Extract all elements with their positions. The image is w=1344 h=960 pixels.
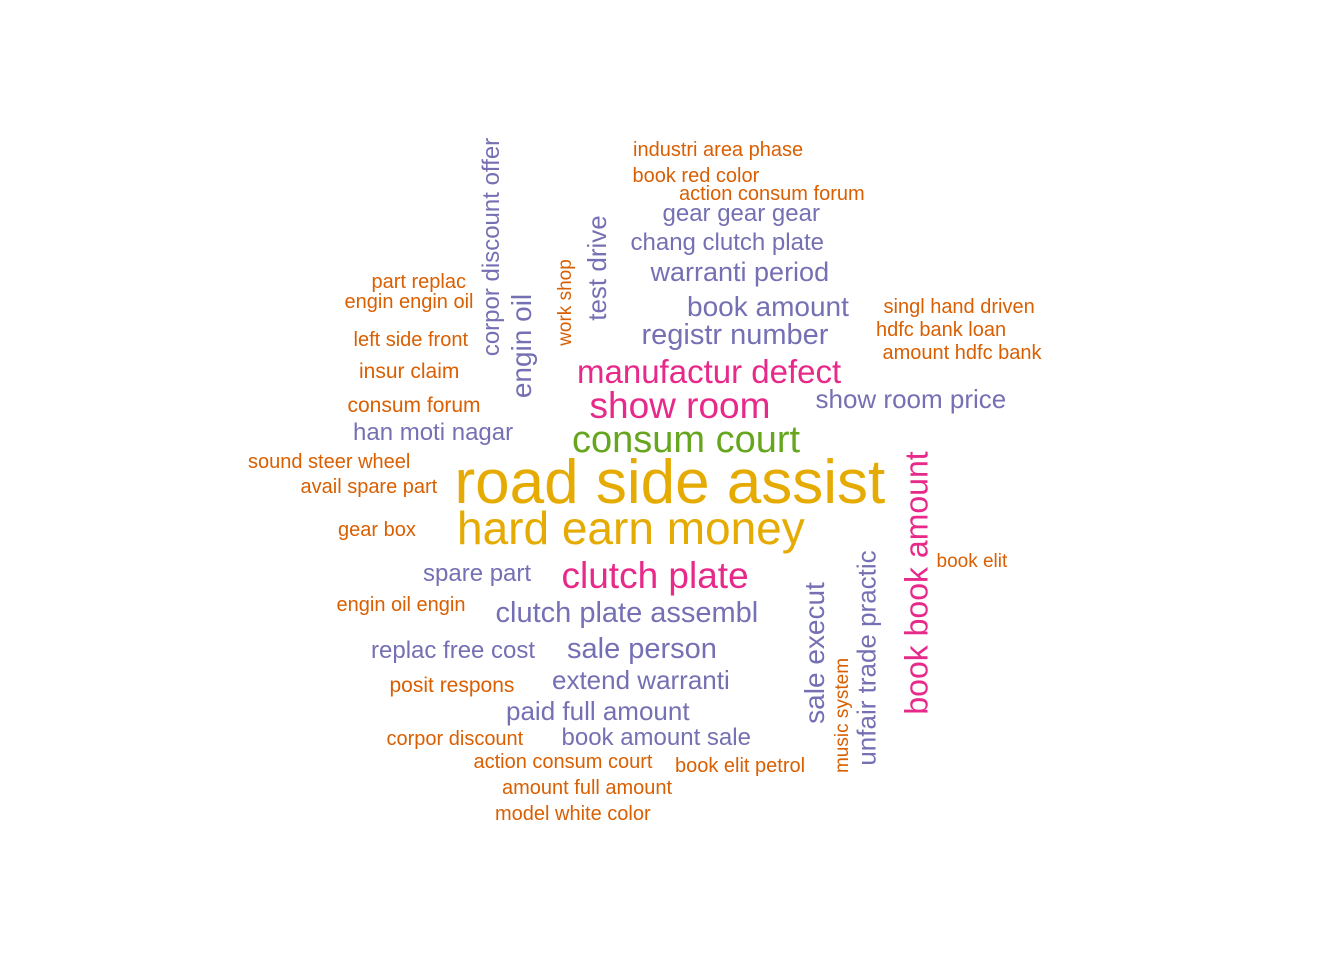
word-registr-number: registr number xyxy=(641,318,829,351)
word-han-moti-nagar: han moti nagar xyxy=(353,419,514,446)
word-show-room-price: show room price xyxy=(815,384,1007,414)
word-test-drive: test drive xyxy=(581,215,612,321)
word-book-amount-sale: book amount sale xyxy=(561,724,751,751)
word-gear-gear-gear: gear gear gear xyxy=(662,200,820,227)
word-posit-respons: posit respons xyxy=(389,673,515,697)
word-book-amount: book amount xyxy=(687,291,849,322)
word-insur-claim: insur claim xyxy=(359,359,460,383)
word-book-book-amount: book book amount xyxy=(898,451,935,715)
word-manufactur-defect: manufactur defect xyxy=(577,352,842,390)
word-chang-clutch-plate: chang clutch plate xyxy=(630,229,824,256)
word-music-system: music system xyxy=(831,657,853,773)
word-action-consum-forum: action consum forum xyxy=(679,183,865,205)
word-part-replac: part replac xyxy=(371,271,467,293)
word-engin-oil: engin oil xyxy=(506,293,538,399)
word-book-red-color: book red color xyxy=(632,165,760,187)
word-singl-hand-driven: singl hand driven xyxy=(883,296,1035,318)
word-warranti-period: warranti period xyxy=(650,256,830,287)
word-unfair-trade-practic: unfair trade practic xyxy=(851,550,882,766)
word-left-side-front: left side front xyxy=(353,329,469,351)
word-sound-steer-wheel: sound steer wheel xyxy=(248,451,411,473)
word-sale-person: sale person xyxy=(567,632,717,665)
word-model-white-color: model white color xyxy=(495,803,651,825)
word-show-room: show room xyxy=(589,384,771,426)
word-book-elit: book elit xyxy=(936,550,1008,572)
word-replac-free-cost: replac free cost xyxy=(371,637,536,664)
word-sale-execut: sale execut xyxy=(798,582,830,724)
word-work-shop: work shop xyxy=(554,258,576,346)
word-engin-engin-oil: engin engin oil xyxy=(344,291,474,313)
word-engin-oil-engin: engin oil engin xyxy=(336,594,466,616)
word-corpor-discount-offer: corpor discount offer xyxy=(478,137,506,357)
word-amount-hdfc-bank: amount hdfc bank xyxy=(882,342,1042,364)
word-clutch-plate: clutch plate xyxy=(561,554,749,596)
word-avail-spare-part: avail spare part xyxy=(300,476,438,498)
word-gear-box: gear box xyxy=(338,519,416,541)
word-amount-full-amount: amount full amount xyxy=(502,777,673,799)
word-consum-court: consum court xyxy=(572,419,801,461)
word-industri-area-phase: industri area phase xyxy=(633,139,804,161)
word-paid-full-amount: paid full amount xyxy=(506,696,690,726)
word-corpor-discount: corpor discount xyxy=(386,728,524,750)
word-action-consum-court: action consum court xyxy=(473,751,653,773)
word-hard-earn-money: hard earn money xyxy=(457,502,805,554)
word-clutch-plate-assembl: clutch plate assembl xyxy=(495,596,759,629)
word-road-side-assist: road side assist xyxy=(454,448,886,517)
word-book-elit-petrol: book elit petrol xyxy=(675,755,806,777)
word-consum-forum: consum forum xyxy=(347,393,481,417)
word-spare-part: spare part xyxy=(423,560,532,587)
word-extend-warranti: extend warranti xyxy=(552,665,730,695)
word-hdfc-bank-loan: hdfc bank loan xyxy=(876,319,1007,341)
